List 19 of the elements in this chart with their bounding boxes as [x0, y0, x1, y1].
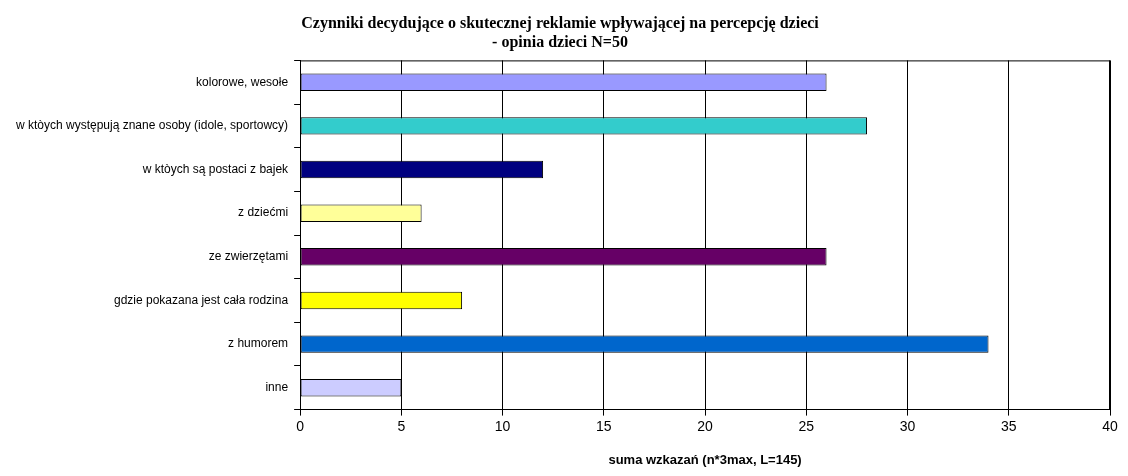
x-tick-label: 5	[397, 417, 406, 434]
x-tick-label: 30	[899, 417, 916, 434]
chart-title: Czynniki decydujące o skutecznej reklamie wpływającej na percepcję dzieci - opinia dzieci N=50	[301, 13, 820, 51]
y-tick-label: ze zwierzętami	[208, 249, 289, 264]
x-tick-label: 15	[596, 417, 612, 434]
y-tick-label: z humorem	[228, 336, 289, 351]
y-tick-label: z dziećmi	[238, 205, 289, 220]
y-tick-label: gdzie pokazana jest cała rodzina	[114, 292, 289, 307]
x-tick-label: 25	[798, 417, 815, 434]
y-tick-label: kolorowe, wesołe	[196, 74, 289, 89]
y-tick-label: w ktòych są postaci z bajek	[141, 161, 290, 176]
x-tick-label: 40	[1102, 417, 1118, 434]
x-tick-label: 10	[494, 417, 511, 434]
y-tick-label: w ktòych występują znane osoby (idole, sportowcy)	[14, 118, 289, 133]
x-tick-label: 0	[296, 417, 305, 434]
y-tick-label: inne	[265, 380, 289, 395]
x-tick-label: 20	[697, 417, 714, 434]
x-axis-title: suma wzkazań (n*3max, L=145)	[608, 451, 802, 467]
x-tick-label: 35	[1000, 417, 1017, 434]
